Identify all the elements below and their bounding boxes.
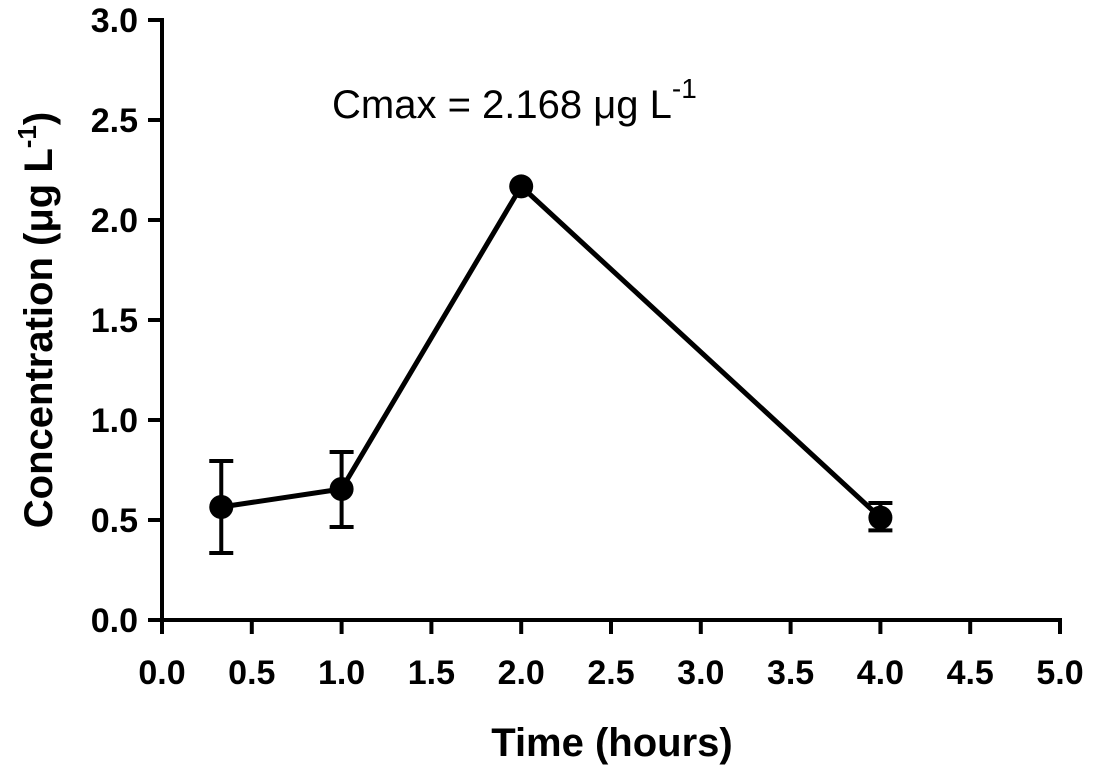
x-tick-label: 4.0 bbox=[857, 654, 904, 692]
x-tick-label: 1.5 bbox=[408, 654, 455, 692]
y-tick-label: 2.0 bbox=[91, 202, 138, 240]
x-ticks: 0.0 0.5 1.0 1.5 2.0 2.5 3.0 3.5 4.0 4.5 5.0 bbox=[138, 620, 1084, 692]
y-axis-title-main: Concentration (μg L bbox=[17, 148, 61, 528]
y-tick-label: 2.5 bbox=[91, 102, 138, 140]
data-point bbox=[868, 505, 893, 530]
x-tick-label: 3.5 bbox=[767, 654, 814, 692]
data-point bbox=[329, 477, 354, 501]
cmax-annotation-text: Cmax = 2.168 μg L bbox=[332, 83, 672, 127]
data-point bbox=[209, 495, 234, 519]
y-tick-label: 3.0 bbox=[91, 2, 138, 40]
y-tick-label: 1.5 bbox=[91, 302, 138, 340]
x-tick-label: 2.5 bbox=[587, 654, 634, 692]
y-tick-label: 0.0 bbox=[91, 602, 138, 640]
y-axis-title: Concentration (μg L-1) bbox=[12, 112, 61, 528]
y-axis-title-close: ) bbox=[17, 112, 61, 125]
series-line bbox=[220, 183, 883, 520]
cmax-annotation: Cmax = 2.168 μg L-1 bbox=[332, 73, 697, 127]
x-axis-title: Time (hours) bbox=[491, 721, 733, 765]
x-tick-label: 2.0 bbox=[498, 654, 545, 692]
y-tick-label: 0.5 bbox=[91, 502, 138, 540]
x-tick-label: 5.0 bbox=[1036, 654, 1083, 692]
x-tick-label: 3.0 bbox=[677, 654, 724, 692]
data-point bbox=[509, 174, 534, 199]
x-tick-label: 1.0 bbox=[318, 654, 365, 692]
cmax-annotation-superscript: -1 bbox=[672, 73, 697, 104]
x-tick-label: 0.5 bbox=[228, 654, 275, 692]
y-axis-title-superscript: -1 bbox=[12, 125, 42, 148]
x-tick-label: 4.5 bbox=[947, 654, 994, 692]
x-tick-label: 0.0 bbox=[138, 654, 185, 692]
plot-area bbox=[209, 174, 893, 555]
y-tick-label: 1.0 bbox=[91, 402, 138, 440]
y-ticks: 0.0 0.5 1.0 1.5 2.0 2.5 3.0 bbox=[91, 2, 162, 640]
